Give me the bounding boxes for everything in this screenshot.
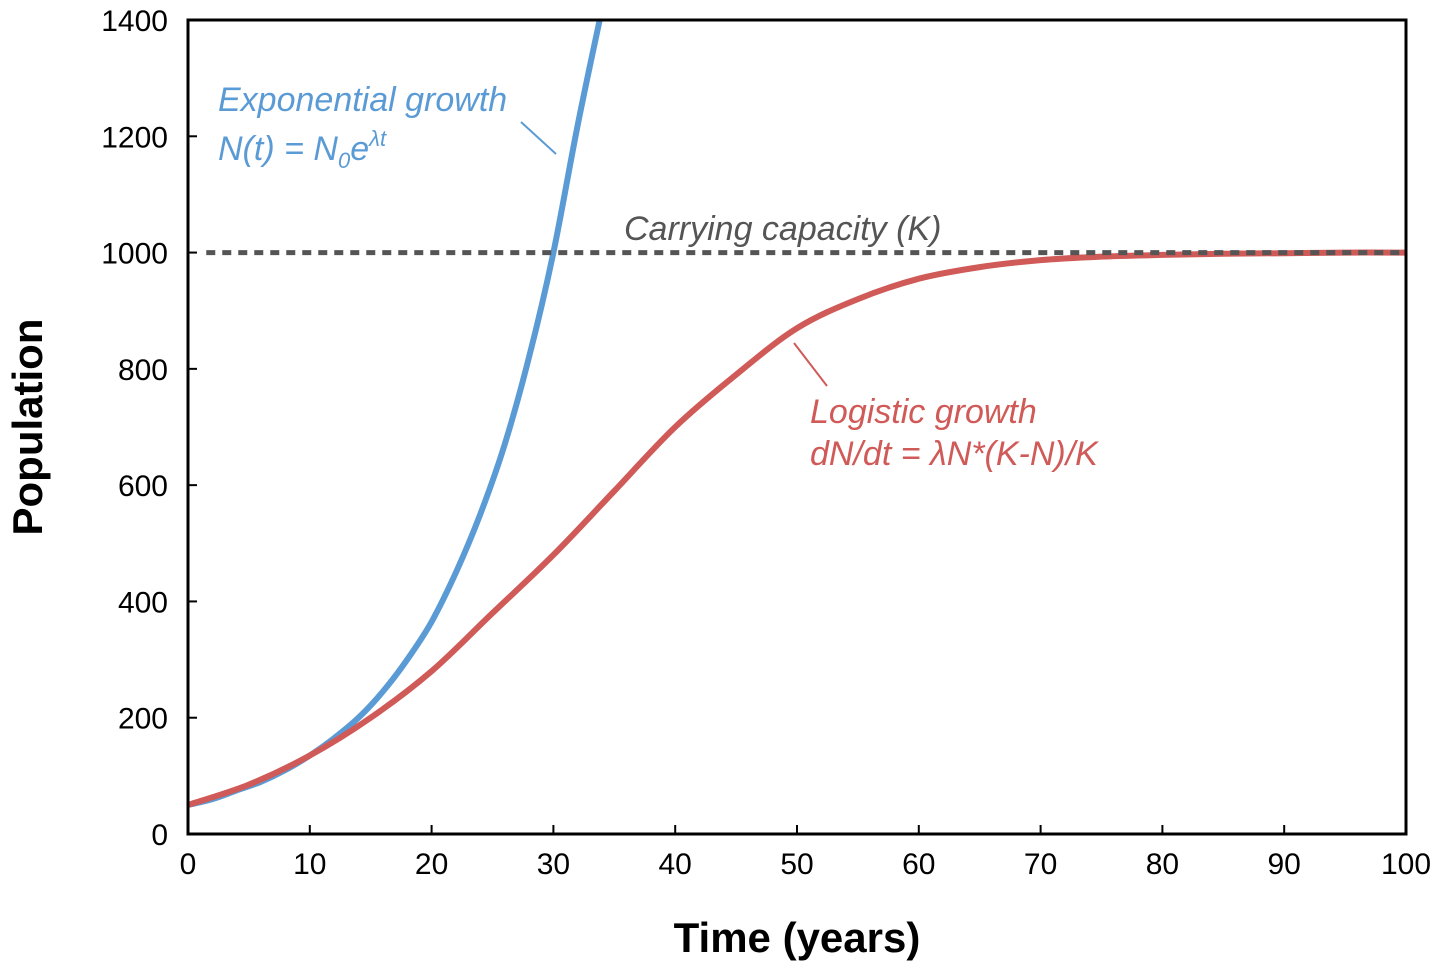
x-axis-title: Time (years) (674, 914, 921, 961)
x-tick-label: 70 (1024, 848, 1057, 881)
x-tick-label: 50 (780, 848, 813, 881)
x-tick-label: 20 (415, 848, 448, 881)
x-tick-label: 80 (1146, 848, 1179, 881)
y-axis-title: Population (4, 319, 51, 536)
x-tick-label: 90 (1268, 848, 1301, 881)
exponential-leader-line (520, 121, 557, 155)
x-tick-label: 60 (902, 848, 935, 881)
y-tick-label: 600 (118, 470, 168, 503)
exponential-annotation-title: Exponential growth (218, 81, 507, 119)
capacity-annotation: Carrying capacity (K) (624, 210, 941, 248)
y-tick-label: 1000 (101, 238, 168, 271)
logistic-annotation-formula: dN/dt = λN*(K-N)/K (810, 435, 1099, 473)
y-tick-label: 1200 (101, 121, 168, 154)
y-tick-label: 400 (118, 586, 168, 619)
plot-frame (186, 18, 1408, 836)
logistic-annotation-title: Logistic growth (810, 393, 1037, 431)
x-tick-label: 30 (537, 848, 570, 881)
y-tick-label: 200 (118, 703, 168, 736)
series-group (188, 20, 1406, 808)
formula-lhs: N(t) = N (218, 130, 338, 168)
x-tick-label: 40 (659, 848, 692, 881)
x-tick-label: 10 (293, 848, 326, 881)
formula-base: e (350, 130, 369, 168)
x-tick-label: 0 (180, 848, 197, 881)
y-tick-label: 800 (118, 354, 168, 387)
formula-subscript: 0 (338, 148, 351, 173)
y-tick-label: 1400 (101, 5, 168, 38)
chart-marks (188, 20, 1406, 808)
exponential-annotation-formula: N(t) = N0eλt (218, 126, 387, 173)
logistic-leader-line (793, 342, 828, 387)
y-tick-label: 0 (151, 819, 168, 852)
formula-superscript: λt (368, 126, 387, 151)
axis-ticks: 0 10 20 30 40 50 60 70 80 90 100020040060080010001… (101, 5, 1431, 881)
series-line-logistic (188, 249, 1406, 808)
x-tick-label: 100 (1381, 848, 1431, 881)
